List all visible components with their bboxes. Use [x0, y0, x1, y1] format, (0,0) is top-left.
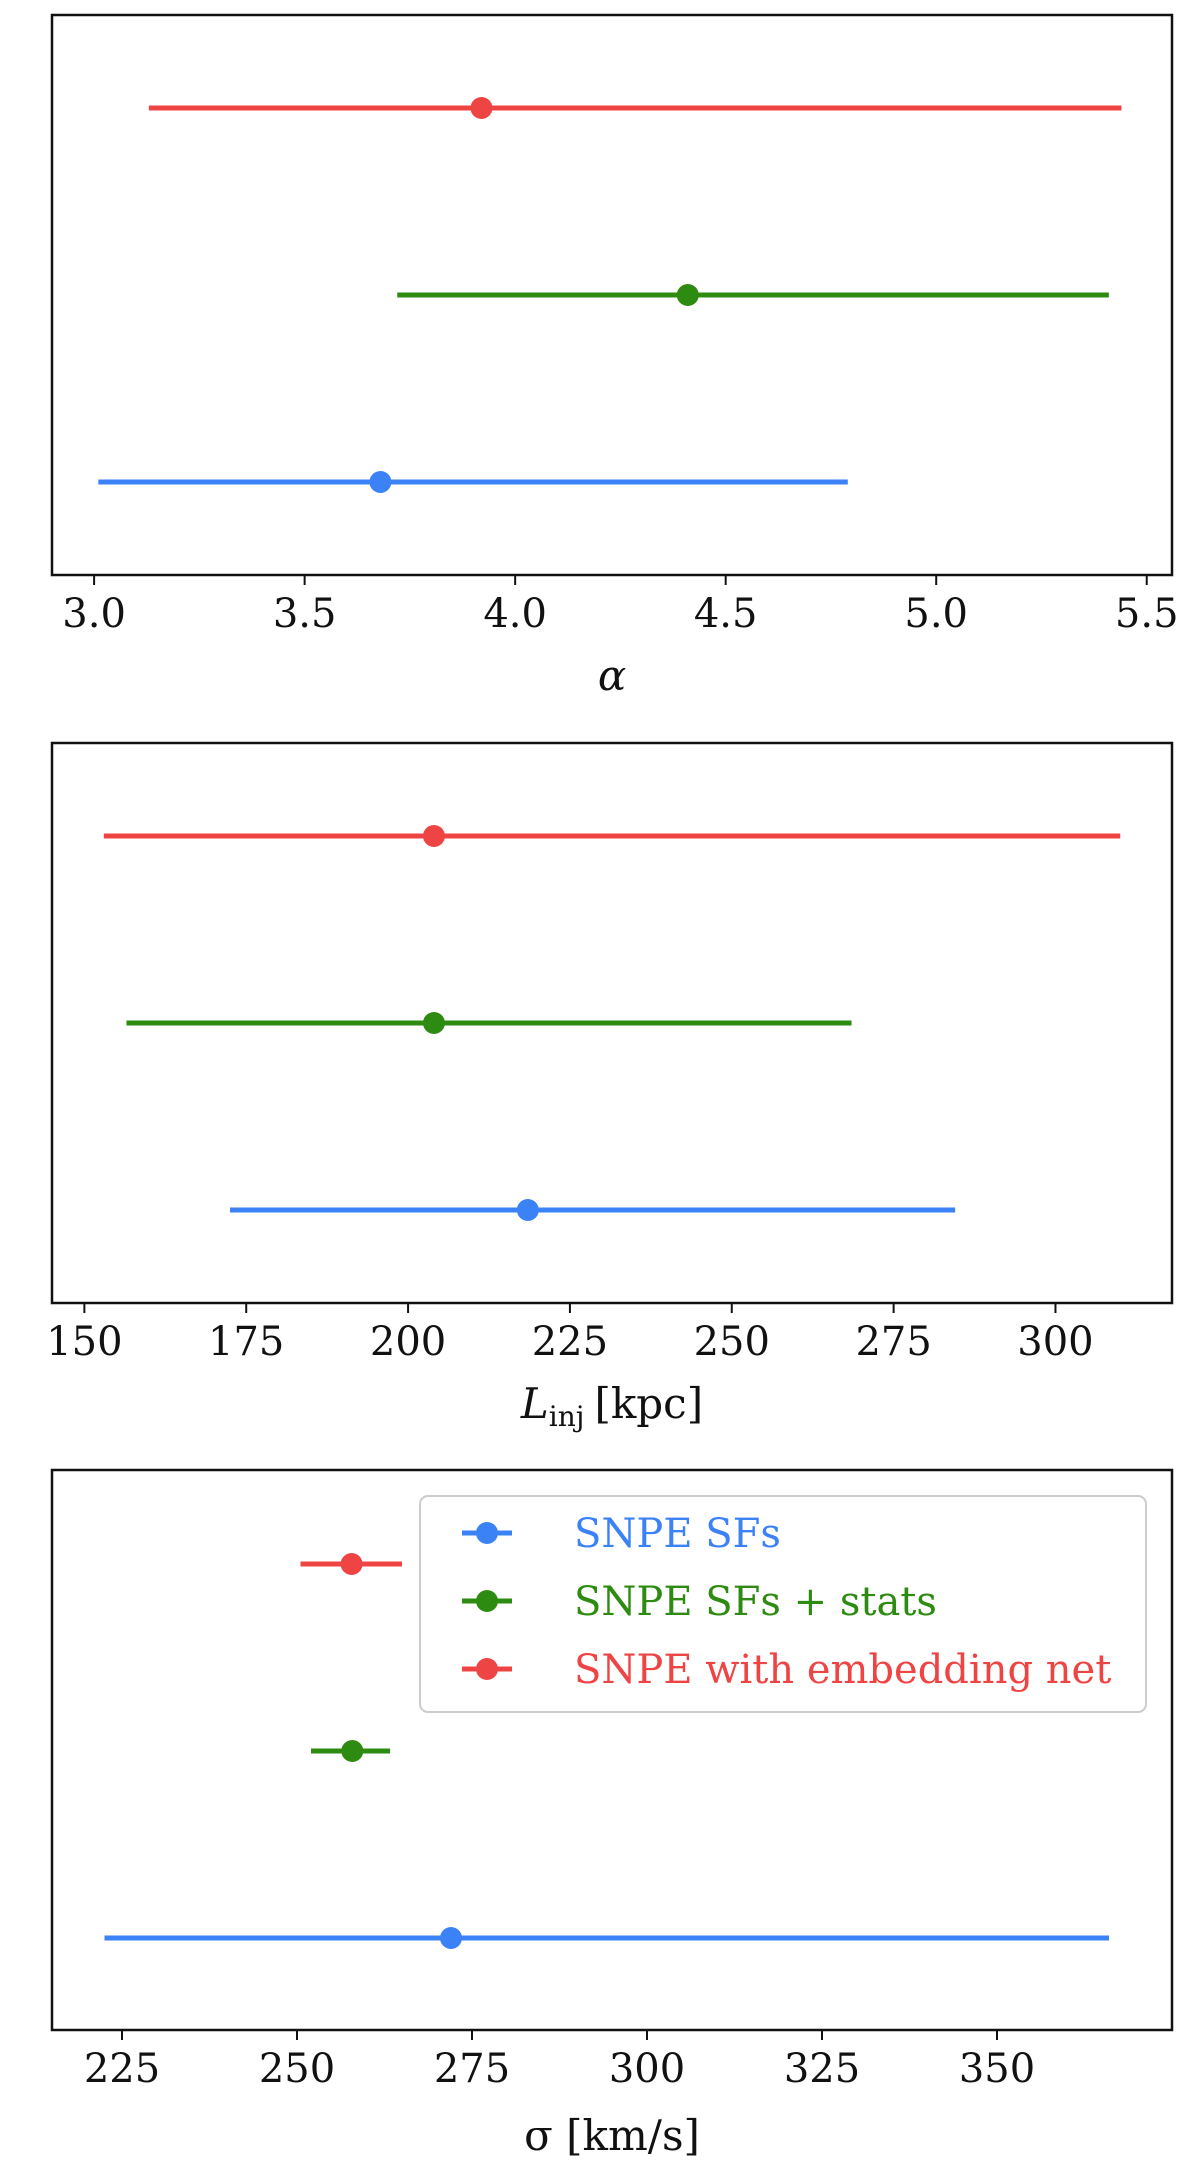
- alpha-point-sfs-stats: [676, 284, 699, 306]
- legend: SNPE SFs SNPE SFs + stats SNPE with embe…: [419, 1495, 1147, 1713]
- linj-tick-label: 150: [46, 1319, 122, 1365]
- alpha-point-embedding: [470, 97, 493, 119]
- linj-point-sfs-stats: [422, 1012, 445, 1034]
- alpha-tick-label: 4.0: [483, 591, 547, 637]
- linj-plot-frame: [50, 741, 1174, 1305]
- linj-ticks: 150 175 200 225 250 275 300: [46, 1303, 1094, 1365]
- sigma-panel: 225 250 275 300 325 350 σ [km/s] SNPE SFs SNP…: [50, 1468, 1174, 2160]
- alpha-tick-label: 4.5: [694, 591, 758, 637]
- alpha-tick-label: 5.5: [1115, 591, 1179, 637]
- sigma-plot-frame: [50, 1468, 1174, 2032]
- sigma-x-axis-label: σ [km/s]: [524, 2111, 700, 2160]
- alpha-x-axis-label: α: [598, 651, 626, 700]
- legend-entry-snpe-sfs-stats: SNPE SFs + stats: [462, 1579, 937, 1625]
- linj-point-sfs: [516, 1199, 539, 1221]
- linj-tick-label: 300: [1017, 1319, 1093, 1365]
- linj-tick-label: 250: [694, 1319, 770, 1365]
- linj-x-axis-label: Linj [kpc]: [520, 1379, 703, 1433]
- linj-tick-label: 275: [855, 1319, 931, 1365]
- sigma-point-embedding: [340, 1553, 363, 1575]
- legend-marker: [476, 1658, 498, 1680]
- sigma-tick-label: 225: [84, 2046, 160, 2092]
- legend-label: SNPE SFs + stats: [574, 1579, 937, 1625]
- sigma-tick-label: 250: [259, 2046, 335, 2092]
- linj-tick-label: 225: [532, 1319, 608, 1365]
- legend-entry-snpe-embedding: SNPE with embedding net: [462, 1647, 1111, 1693]
- legend-label: SNPE with embedding net: [574, 1647, 1111, 1693]
- linj-tick-label: 200: [370, 1319, 446, 1365]
- legend-entry-snpe-sfs: SNPE SFs: [462, 1511, 781, 1557]
- sigma-point-sfs-stats: [341, 1740, 364, 1762]
- linj-point-embedding: [422, 825, 445, 847]
- linj-panel: 150 175 200 225 250 275 300 Linj [kpc]: [46, 741, 1174, 1433]
- sigma-point-sfs: [440, 1927, 462, 1949]
- linj-marks: [103, 825, 1121, 1221]
- sigma-tick-label: 350: [959, 2046, 1035, 2092]
- sigma-tick-label: 275: [434, 2046, 510, 2092]
- sigma-ticks: 225 250 275 300 325 350: [84, 2030, 1035, 2092]
- sigma-marks: [104, 1553, 1109, 1949]
- legend-marker: [476, 1522, 498, 1544]
- alpha-tick-label: 3.5: [273, 591, 337, 637]
- legend-label: SNPE SFs: [574, 1511, 781, 1557]
- linj-tick-label: 175: [208, 1319, 284, 1365]
- alpha-panel: 3.0 3.5 4.0 4.5 5.0 5.5 α: [50, 13, 1179, 700]
- alpha-point-sfs: [369, 471, 392, 493]
- alpha-ticks: 3.0 3.5 4.0 4.5 5.0 5.5: [62, 575, 1179, 637]
- legend-box: [419, 1495, 1147, 1713]
- legend-marker: [476, 1590, 498, 1612]
- alpha-marks: [98, 97, 1122, 493]
- alpha-tick-label: 3.0: [62, 591, 126, 637]
- alpha-plot-frame: [50, 13, 1174, 577]
- alpha-tick-label: 5.0: [904, 591, 968, 637]
- sigma-tick-label: 300: [609, 2046, 685, 2092]
- sigma-tick-label: 325: [784, 2046, 860, 2092]
